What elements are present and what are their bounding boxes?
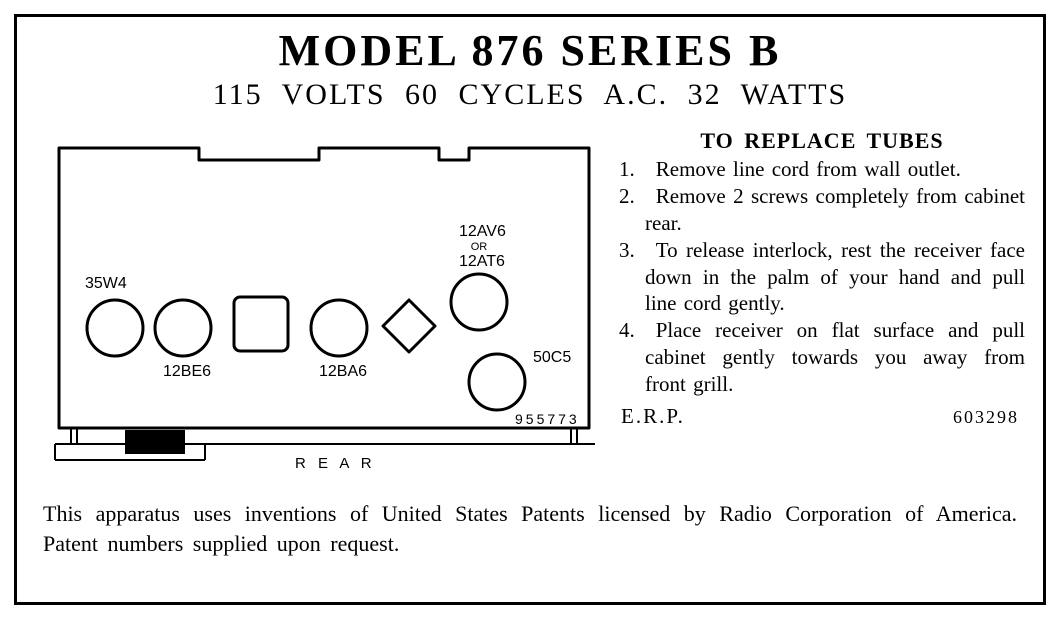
- erp-row: E.R.P. 603298: [619, 404, 1025, 429]
- instructions-column: TO REPLACE TUBES 1. Remove line cord fro…: [615, 128, 1025, 493]
- svg-text:12BA6: 12BA6: [319, 363, 367, 380]
- label-card: MODEL 876 SERIES B 115 VOLTS 60 CYCLES A…: [14, 14, 1046, 605]
- svg-text:R E A R: R E A R: [295, 455, 376, 472]
- svg-text:35W4: 35W4: [85, 275, 127, 292]
- instructions-title: TO REPLACE TUBES: [619, 128, 1025, 154]
- svg-text:50C5: 50C5: [533, 349, 571, 366]
- erp-label: E.R.P.: [621, 404, 685, 429]
- instruction-step: 2. Remove 2 screws completely from cabin…: [619, 183, 1025, 237]
- patent-notice: This apparatus uses inventions of United…: [35, 499, 1025, 558]
- instruction-step: 1. Remove line cord from wall outlet.: [619, 156, 1025, 183]
- chassis-svg: 35W4 12BE6 12BA6 12AV6OR12AT6 50C5 955773 R E …: [35, 128, 615, 488]
- svg-text:OR: OR: [471, 241, 488, 253]
- instruction-step: 3. To release interlock, rest the receiv…: [619, 237, 1025, 318]
- part-number: 603298: [953, 407, 1019, 428]
- instructions-list: 1. Remove line cord from wall outlet.2. …: [619, 156, 1025, 398]
- content-row: 35W4 12BE6 12BA6 12AV6OR12AT6 50C5 955773 R E …: [35, 128, 1025, 493]
- page-frame: MODEL 876 SERIES B 115 VOLTS 60 CYCLES A…: [0, 0, 1060, 619]
- svg-text:12AT6: 12AT6: [459, 253, 505, 270]
- tube-layout-diagram: 35W4 12BE6 12BA6 12AV6OR12AT6 50C5 955773 R E …: [35, 128, 615, 493]
- svg-text:955773: 955773: [515, 411, 580, 427]
- model-title: MODEL 876 SERIES B: [35, 25, 1025, 76]
- svg-text:12AV6: 12AV6: [459, 223, 506, 240]
- instruction-step: 4. Place receiver on flat surface and pu…: [619, 317, 1025, 398]
- electrical-spec: 115 VOLTS 60 CYCLES A.C. 32 WATTS: [35, 78, 1025, 112]
- svg-text:12BE6: 12BE6: [163, 363, 211, 380]
